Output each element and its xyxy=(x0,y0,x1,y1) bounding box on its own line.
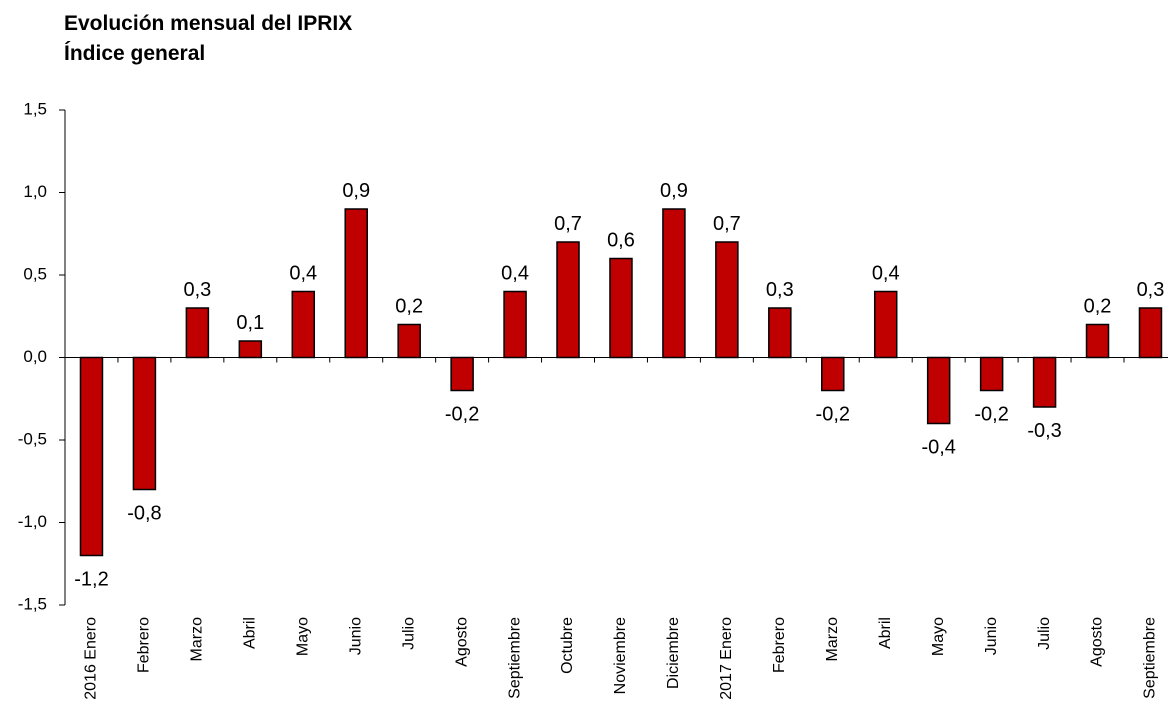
x-tick-label: Febrero xyxy=(136,617,153,673)
x-tick-label: Febrero xyxy=(771,617,788,673)
value-label: 0,2 xyxy=(1084,296,1112,318)
value-label: -0,2 xyxy=(445,404,479,426)
value-label: 0,7 xyxy=(713,213,741,235)
value-label: -1,2 xyxy=(74,569,108,591)
value-label: 0,9 xyxy=(342,180,370,202)
x-tick-label: Junio xyxy=(347,617,364,655)
x-tick-label: Abril xyxy=(877,617,894,649)
value-label: -0,3 xyxy=(1027,420,1061,442)
y-tick-label: 0,5 xyxy=(23,264,47,283)
x-tick-label: Marzo xyxy=(824,617,841,662)
value-label: -0,2 xyxy=(974,404,1008,426)
x-tick-label: Noviembre xyxy=(612,617,629,694)
x-tick-label: Agosto xyxy=(453,617,470,667)
value-label: -0,8 xyxy=(127,503,161,525)
value-label: 0,7 xyxy=(554,213,582,235)
value-label: -0,4 xyxy=(921,437,955,459)
bar xyxy=(979,356,1004,392)
bar xyxy=(344,208,368,359)
x-tick-label: Junio xyxy=(983,617,1000,655)
x-tick-label: Octubre xyxy=(559,617,576,674)
x-tick-label: Julio xyxy=(1036,617,1053,650)
bar xyxy=(238,340,263,359)
bar xyxy=(503,290,527,359)
x-tick-label: 2016 Enero xyxy=(83,617,100,700)
x-tick-label: Abril xyxy=(242,617,259,649)
x-tick-label: Mayo xyxy=(930,617,947,656)
bar xyxy=(715,241,739,359)
bar xyxy=(1085,323,1110,359)
bar xyxy=(662,208,686,359)
bar xyxy=(185,307,210,359)
value-label: 0,4 xyxy=(289,263,317,285)
value-label: 0,4 xyxy=(501,263,529,285)
value-label: 0,3 xyxy=(183,279,211,301)
y-tick-label: -1,5 xyxy=(18,594,47,613)
x-tick-label: Marzo xyxy=(189,617,206,662)
value-label: 0,3 xyxy=(1137,279,1165,301)
value-label: 0,6 xyxy=(607,230,635,252)
x-tick-label: Septiembre xyxy=(1142,617,1159,699)
x-tick-label: Diciembre xyxy=(665,617,682,689)
x-tick-label: Julio xyxy=(400,617,417,650)
bar xyxy=(79,356,104,557)
bar xyxy=(132,356,157,491)
value-label: 0,2 xyxy=(395,296,423,318)
bar xyxy=(1032,356,1057,408)
bar xyxy=(768,307,792,359)
x-tick-label: 2017 Enero xyxy=(718,617,735,700)
x-tick-label: Septiembre xyxy=(506,617,523,699)
value-label: 0,4 xyxy=(872,263,900,285)
bar xyxy=(291,290,316,359)
y-tick-label: -1,0 xyxy=(18,512,47,531)
value-label: 0,9 xyxy=(660,180,688,202)
bar xyxy=(397,323,421,359)
value-label: -0,2 xyxy=(816,404,850,426)
x-tick-label: Mayo xyxy=(294,617,311,656)
bar xyxy=(926,356,951,425)
bar xyxy=(821,356,845,392)
chart-title: Evolución mensual del IPRIX xyxy=(64,12,352,35)
x-tick-label: Agosto xyxy=(1089,617,1106,667)
bar xyxy=(1138,307,1163,359)
chart-subtitle: Índice general xyxy=(64,42,205,65)
y-tick-label: 1,5 xyxy=(23,99,47,118)
y-tick-label: -0,5 xyxy=(18,429,47,448)
bar xyxy=(450,356,474,392)
bar xyxy=(873,290,898,359)
y-tick-label: 1,0 xyxy=(23,182,47,201)
y-tick-label: 0,0 xyxy=(23,347,47,366)
bar xyxy=(609,257,633,359)
bar xyxy=(556,241,580,359)
value-label: 0,3 xyxy=(766,279,794,301)
value-label: 0,1 xyxy=(236,312,264,334)
